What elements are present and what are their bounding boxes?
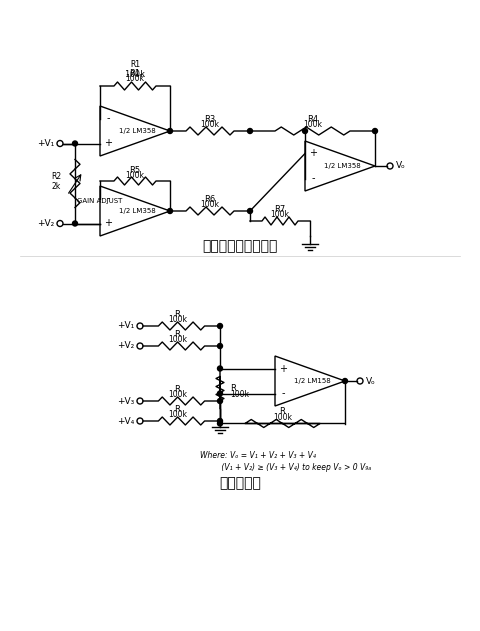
Text: 1/2 LM358: 1/2 LM358 — [119, 128, 156, 134]
Text: 100k: 100k — [168, 315, 187, 324]
Circle shape — [217, 421, 223, 426]
Circle shape — [302, 129, 308, 134]
Text: R6: R6 — [204, 195, 216, 204]
Circle shape — [248, 129, 252, 134]
Text: 100k: 100k — [125, 74, 144, 83]
Circle shape — [168, 208, 172, 213]
Text: 100k: 100k — [201, 200, 219, 209]
Text: Vₒ: Vₒ — [366, 377, 376, 386]
Text: GAIN ADJUST: GAIN ADJUST — [77, 198, 122, 204]
Text: R: R — [175, 330, 180, 339]
Text: +: + — [104, 218, 112, 228]
Circle shape — [372, 129, 377, 134]
Circle shape — [248, 208, 252, 213]
Circle shape — [217, 366, 223, 371]
Text: +: + — [279, 363, 287, 374]
Circle shape — [72, 141, 77, 146]
Text: 100k: 100k — [271, 210, 289, 219]
Text: 100k: 100k — [168, 410, 187, 419]
Circle shape — [72, 221, 77, 226]
Text: R1
100k: R1 100k — [125, 59, 145, 79]
Text: 1/2 LM358: 1/2 LM358 — [119, 208, 156, 214]
Circle shape — [217, 399, 223, 403]
Text: Where: Vₒ = V₁ + V₂ + V₃ + V₄: Where: Vₒ = V₁ + V₂ + V₃ + V₄ — [200, 452, 316, 461]
Text: +V₂: +V₂ — [37, 219, 54, 228]
Text: -: - — [281, 389, 285, 399]
Text: 100k: 100k — [273, 413, 292, 422]
Text: R5: R5 — [130, 166, 141, 175]
Text: +V₃: +V₃ — [117, 396, 134, 406]
Text: R2
2k: R2 2k — [51, 172, 61, 191]
Text: -: - — [311, 174, 315, 184]
Text: 100k: 100k — [125, 171, 144, 180]
Text: 可調增益儀表放大器: 可調增益儀表放大器 — [202, 239, 278, 253]
Circle shape — [217, 391, 223, 396]
Text: R4: R4 — [307, 115, 318, 124]
Circle shape — [343, 379, 348, 384]
Circle shape — [217, 343, 223, 348]
Text: R: R — [279, 408, 286, 416]
Text: +V₁: +V₁ — [117, 322, 134, 331]
Text: (V₁ + V₂) ≥ (V₃ + V₄) to keep Vₒ > 0 V₉ₐ: (V₁ + V₂) ≥ (V₃ + V₄) to keep Vₒ > 0 V₉ₐ — [200, 464, 371, 473]
Text: +V₂: +V₂ — [117, 341, 134, 350]
Text: 100k: 100k — [230, 390, 249, 399]
Text: 100k: 100k — [168, 335, 187, 344]
Text: 100k: 100k — [201, 120, 219, 129]
Circle shape — [217, 324, 223, 329]
Text: 1/2 LM158: 1/2 LM158 — [294, 378, 330, 384]
Text: +V₄: +V₄ — [117, 416, 134, 425]
Text: +: + — [309, 148, 317, 158]
Text: 直流放大器: 直流放大器 — [219, 476, 261, 490]
Text: 100k: 100k — [303, 120, 322, 129]
Text: +: + — [104, 138, 112, 148]
Text: R: R — [230, 384, 236, 393]
Text: -: - — [106, 114, 110, 124]
Circle shape — [168, 129, 172, 134]
Text: 100k: 100k — [168, 390, 187, 399]
Text: R1: R1 — [130, 69, 141, 78]
Text: R3: R3 — [204, 115, 216, 124]
Circle shape — [217, 418, 223, 423]
Text: +V₁: +V₁ — [37, 139, 54, 148]
Text: -: - — [106, 194, 110, 204]
Text: R: R — [175, 405, 180, 414]
Text: Vₒ: Vₒ — [396, 162, 406, 170]
Text: 1/2 LM358: 1/2 LM358 — [324, 163, 360, 169]
Text: R: R — [175, 310, 180, 319]
Text: R7: R7 — [275, 205, 286, 214]
Text: R: R — [175, 385, 180, 394]
